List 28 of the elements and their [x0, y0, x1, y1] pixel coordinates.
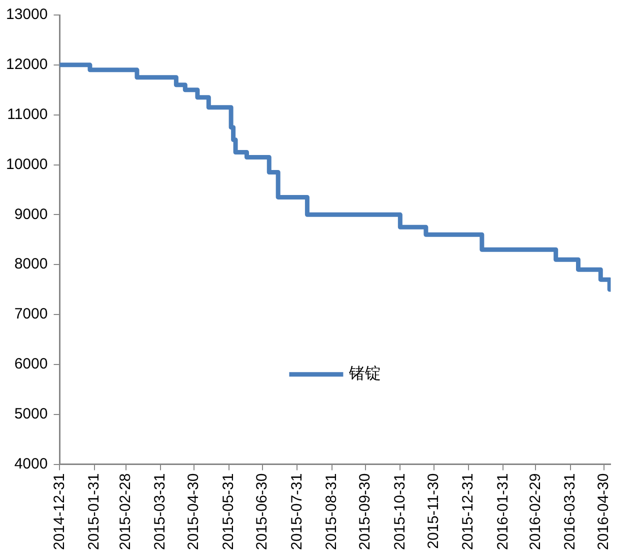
x-tick-label: 2015-04-30 [185, 473, 202, 550]
x-tick-label: 2016-01-31 [494, 473, 512, 550]
x-tick-label: 2016-03-31 [562, 473, 579, 550]
y-tick-label: 7000 [14, 306, 48, 323]
y-tick-label: 6000 [14, 356, 48, 373]
x-tick-label: 2015-11-30 [424, 473, 442, 549]
y-tick-label: 4000 [14, 455, 48, 472]
x-tick-label: 2016-04-30 [595, 473, 612, 550]
x-tick-label: 2015-01-31 [86, 473, 103, 550]
x-tick-label: 2015-05-31 [220, 473, 237, 550]
x-tick-label: 2015-08-31 [322, 473, 340, 550]
x-tick-label: 2015-03-31 [152, 473, 169, 550]
x-tick-label: 2015-09-30 [356, 473, 374, 550]
legend-label: 锗锭 [348, 364, 382, 383]
y-tick-label: 10000 [6, 156, 48, 173]
x-tick-label: 2014-12-31 [50, 473, 68, 550]
y-tick-label: 9000 [14, 206, 48, 223]
x-tick-label: 2015-12-31 [460, 473, 477, 550]
x-tick-label: 2015-02-28 [116, 473, 134, 550]
y-tick-label: 5000 [14, 405, 48, 422]
x-tick-label: 2015-06-30 [254, 473, 271, 550]
x-tick-label: 2015-10-31 [391, 473, 408, 550]
y-tick-label: 11000 [7, 106, 48, 123]
y-tick-label: 8000 [14, 256, 48, 273]
x-tick-label: 2015-07-31 [288, 473, 306, 550]
x-tick-label: 2016-02-29 [526, 473, 544, 550]
y-tick-label: 13000 [6, 6, 48, 24]
y-tick-label: 12000 [6, 56, 48, 74]
